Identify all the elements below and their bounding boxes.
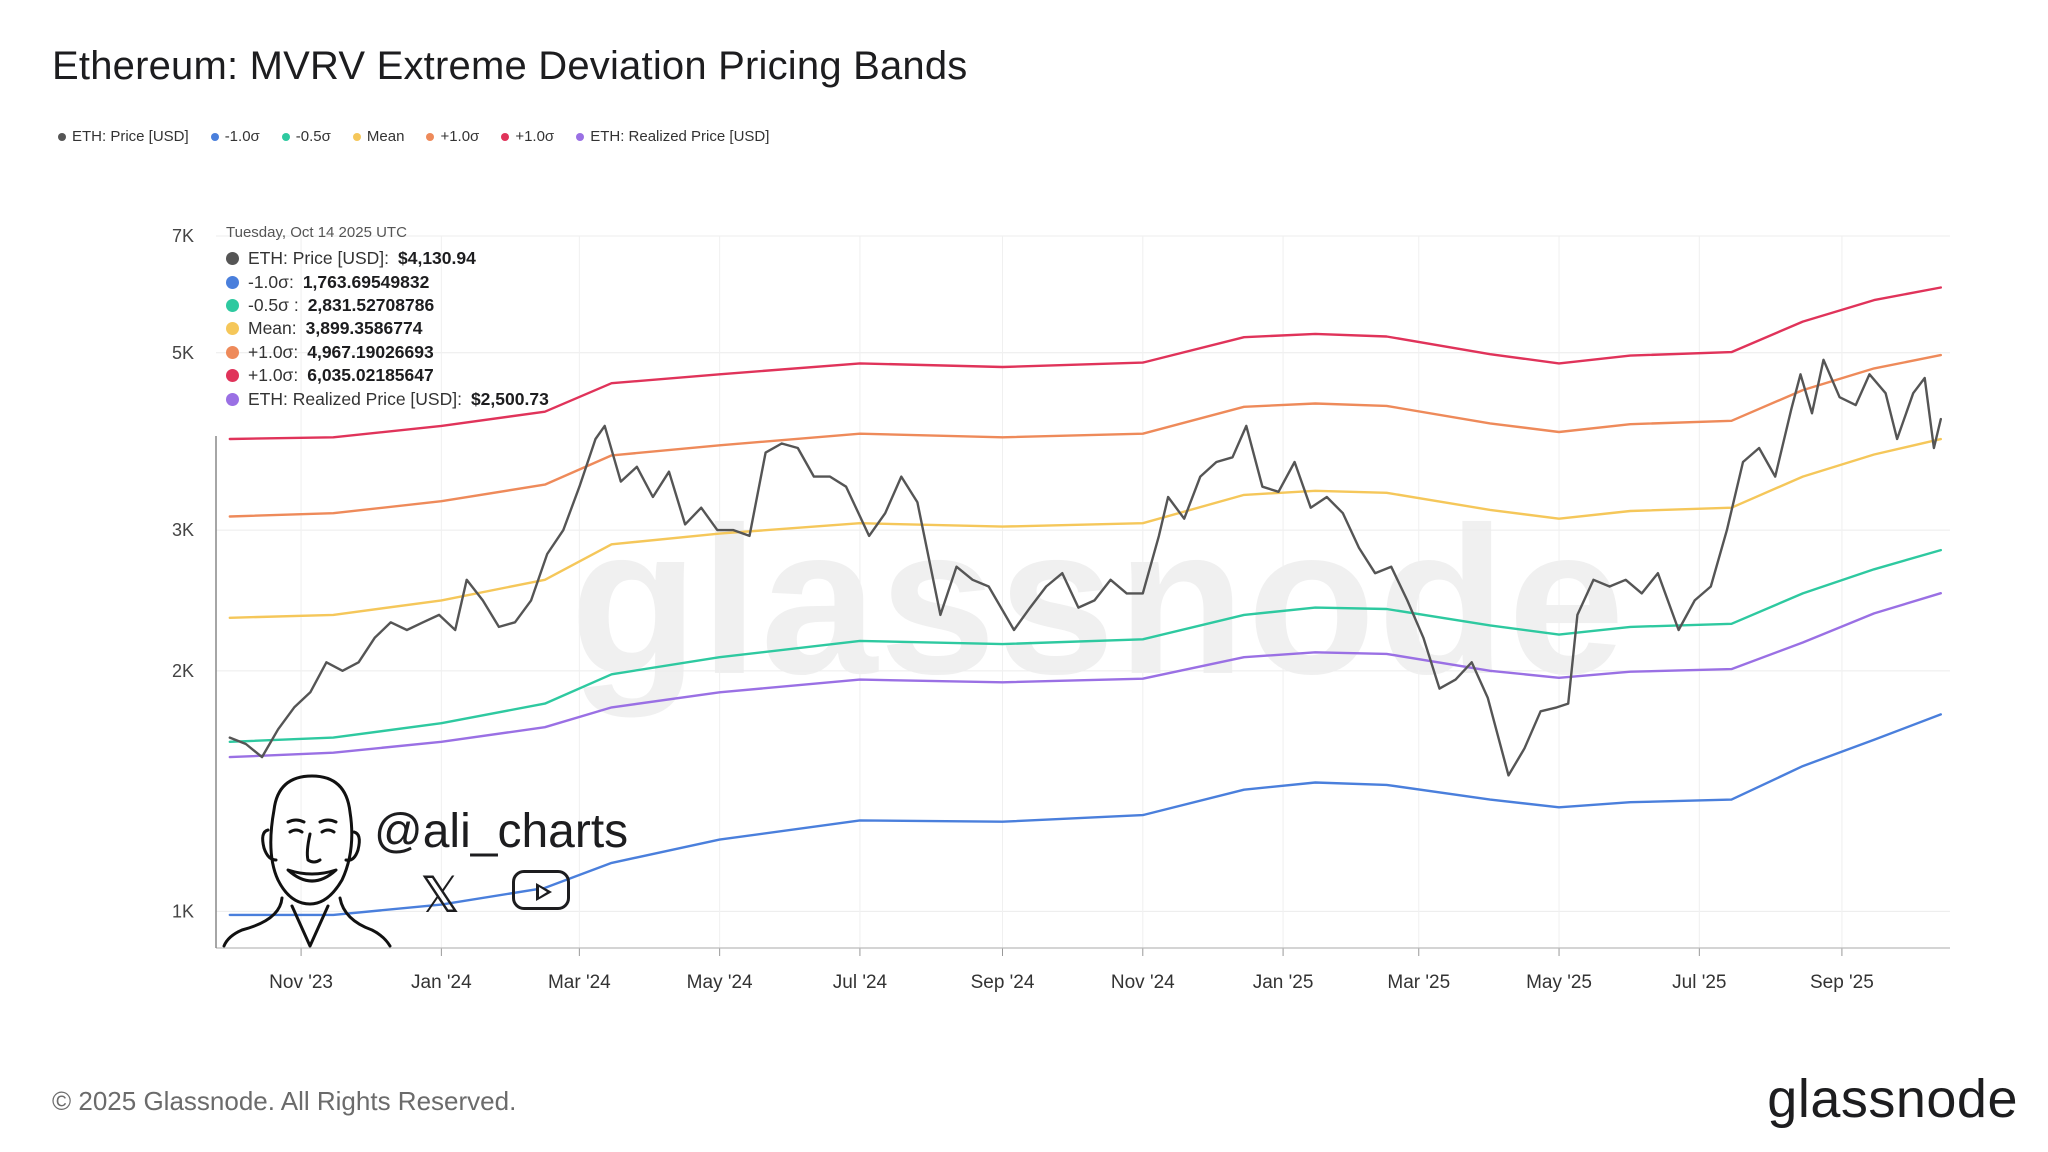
x-tick-label: Nov '24 (1111, 972, 1175, 993)
legend-item[interactable]: ETH: Realized Price [USD] (576, 128, 769, 145)
legend-label: +1.0σ (440, 128, 480, 145)
series-line[interactable] (228, 548, 1942, 743)
tooltip-dot-icon (226, 369, 239, 383)
legend-label: +1.0σ (515, 128, 555, 145)
tooltip-value: 4,967.19026693 (307, 341, 434, 362)
tooltip-label: +1.0σ: (248, 341, 299, 362)
tooltip-value: 3,899.3586774 (305, 318, 423, 339)
tooltip-dot-icon (226, 345, 239, 359)
tooltip-date: Tuesday, Oct 14 2025 UTC (226, 224, 407, 241)
legend-dot-icon (352, 132, 361, 141)
y-tick-label: 2K (172, 661, 194, 681)
chart-legend: ETH: Price [USD] -1.0σ -0.5σ Mean +1.0σ +1.0σ… (58, 128, 769, 145)
legend-label: -1.0σ (224, 128, 260, 145)
y-tick-label: 7K (172, 226, 194, 246)
legend-label: ETH: Price [USD] (72, 128, 189, 145)
legend-label: -0.5σ (295, 128, 331, 145)
legend-label: ETH: Realized Price [USD] (590, 128, 770, 145)
series-line[interactable] (228, 358, 1942, 777)
y-tick-label: 5K (172, 343, 194, 363)
x-tick-label: May '25 (1526, 972, 1592, 993)
legend-dot-icon (501, 132, 510, 141)
tooltip-dot-icon (226, 322, 239, 336)
tooltip-value: 1,763.69549832 (302, 271, 430, 292)
tooltip-row: -0.5σ : 2,831.52708786 (226, 294, 549, 317)
chart-tooltip: Tuesday, Oct 14 2025 UTC ETH: Price [USD… (226, 224, 549, 411)
x-tick-label: Sep '24 (971, 972, 1035, 993)
x-tick-label: Sep '25 (1810, 972, 1874, 993)
tooltip-rows: ETH: Price [USD]: $4,130.94 -1.0σ: 1,763.69… (226, 247, 549, 411)
x-tick-label: Mar '25 (1387, 972, 1450, 993)
series-line[interactable] (228, 286, 1942, 441)
tooltip-row: ETH: Realized Price [USD]: $2,500.73 (226, 387, 549, 410)
tooltip-label: ETH: Price [USD]: (248, 248, 389, 269)
author-handle: @ali_charts (374, 805, 629, 858)
tooltip-value: $2,500.73 (470, 388, 549, 409)
tooltip-dot-icon (226, 392, 239, 406)
tooltip-row: Mean: 3,899.3586774 (226, 317, 549, 340)
author-avatar (222, 770, 392, 948)
legend-item[interactable]: ETH: Price [USD] (58, 128, 189, 145)
page-title: Ethereum: MVRV Extreme Deviation Pricing… (52, 44, 968, 88)
series-line[interactable] (228, 592, 1942, 759)
legend-dot-icon (58, 132, 66, 141)
tooltip-dot-icon (226, 275, 239, 289)
x-tick-label: May '24 (687, 972, 753, 993)
y-tick-label: 1K (172, 901, 194, 921)
tooltip-row: +1.0σ: 4,967.19026693 (226, 341, 549, 364)
legend-item[interactable]: -0.5σ (281, 128, 331, 145)
legend-label: Mean (366, 128, 405, 145)
legend-dot-icon (281, 132, 290, 141)
legend-dot-icon (426, 132, 435, 141)
legend-item[interactable]: +1.0σ (501, 128, 554, 145)
tooltip-label: -1.0σ: (248, 271, 294, 292)
tooltip-label: -0.5σ : (248, 294, 299, 315)
tooltip-dot-icon (226, 252, 239, 266)
x-tick-label: Jan '25 (1253, 972, 1314, 993)
youtube-icon[interactable] (512, 870, 570, 910)
legend-item[interactable]: -1.0σ (210, 128, 260, 145)
tooltip-value: 2,831.52708786 (307, 294, 435, 315)
legend-item[interactable]: +1.0σ (426, 128, 479, 145)
x-tick-label: Jul '24 (833, 972, 888, 993)
tooltip-dot-icon (226, 298, 239, 312)
tooltip-value: $4,130.94 (398, 248, 476, 269)
tooltip-label: ETH: Realized Price [USD]: (248, 388, 462, 409)
tooltip-label: Mean: (248, 318, 297, 339)
series-line[interactable] (228, 437, 1942, 619)
legend-dot-icon (576, 132, 585, 141)
tooltip-row: +1.0σ: 6,035.02185647 (226, 364, 549, 387)
x-logo-icon[interactable]: 𝕏 (420, 867, 461, 923)
tooltip-value: 6,035.02185647 (307, 365, 434, 386)
tooltip-row: -1.0σ: 1,763.69549832 (226, 270, 549, 293)
legend-item[interactable]: Mean (352, 128, 405, 145)
legend-dot-icon (210, 132, 219, 141)
x-tick-label: Mar '24 (548, 972, 611, 993)
avatar-sketch-icon (222, 774, 392, 948)
x-tick-label: Jul '25 (1672, 972, 1726, 993)
footer-brand-logo: glassnode (1767, 1069, 2018, 1129)
series-line[interactable] (228, 353, 1942, 518)
x-tick-label: Jan '24 (411, 972, 472, 993)
footer-copyright: © 2025 Glassnode. All Rights Reserved. (52, 1086, 517, 1116)
tooltip-row: ETH: Price [USD]: $4,130.94 (226, 247, 549, 270)
y-tick-label: 3K (172, 520, 194, 540)
x-tick-label: Nov '23 (269, 972, 333, 993)
tooltip-label: +1.0σ: (248, 365, 299, 386)
